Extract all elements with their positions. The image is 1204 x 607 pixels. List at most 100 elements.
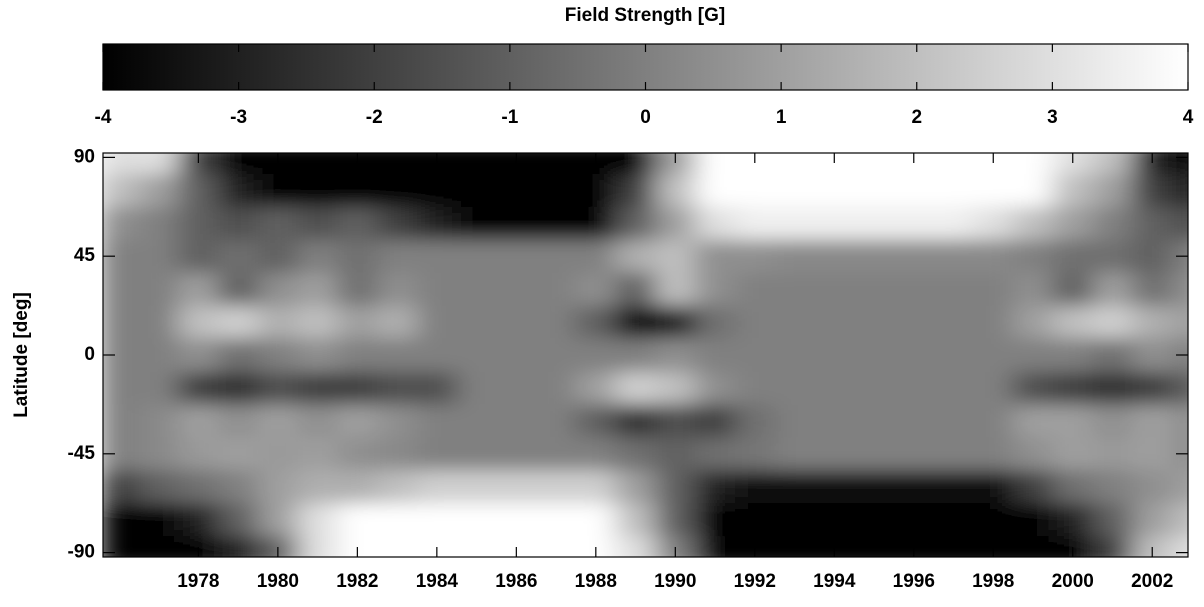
heatmap-cell xyxy=(973,206,1014,241)
heatmap-cell xyxy=(218,153,259,175)
heatmap-cell xyxy=(178,305,219,340)
heatmap-cell xyxy=(1092,371,1133,405)
heatmap-cell xyxy=(377,437,418,471)
heatmap-cell xyxy=(456,503,497,537)
heatmap-cell xyxy=(1052,338,1094,372)
heatmap-cell xyxy=(615,305,656,340)
heatmap-cell xyxy=(1132,536,1173,557)
y-tick-label: 45 xyxy=(74,245,96,266)
colorbar-tick-label: 3 xyxy=(1047,107,1058,128)
heatmap-cell xyxy=(695,305,736,340)
heatmap-cell xyxy=(178,503,219,537)
heatmap-cell xyxy=(178,536,219,557)
heatmap-cell xyxy=(297,437,338,471)
heatmap-cell xyxy=(933,272,974,307)
heatmap-cell xyxy=(933,239,974,274)
heatmap-cell xyxy=(536,371,577,405)
heatmap-cell xyxy=(933,305,974,340)
heatmap-cell xyxy=(1132,305,1173,340)
heatmap-cell xyxy=(536,404,577,438)
heatmap-cell xyxy=(258,371,299,405)
heatmap-cell xyxy=(893,503,935,537)
heatmap-cell xyxy=(1172,371,1188,405)
heatmap-cell xyxy=(103,272,140,307)
heatmap-cell xyxy=(178,206,219,241)
heatmap-cell xyxy=(1013,503,1054,537)
heatmap-cell xyxy=(456,206,497,241)
x-tick-label: 1992 xyxy=(734,571,776,592)
heatmap-cell xyxy=(496,470,537,504)
heatmap-cell xyxy=(1013,305,1054,340)
heatmap-cell xyxy=(695,437,736,471)
heatmap-cell xyxy=(854,536,895,557)
heatmap-cell xyxy=(1132,437,1173,471)
heatmap-cell xyxy=(1013,404,1054,438)
heatmap-cell xyxy=(1052,536,1094,557)
heatmap-cell xyxy=(218,338,259,372)
heatmap-cell xyxy=(258,338,299,372)
heatmap-cell xyxy=(1132,404,1173,438)
heatmap-cell xyxy=(536,437,577,471)
heatmap-cell xyxy=(416,239,458,274)
heatmap-cell xyxy=(138,305,180,340)
heatmap-cell xyxy=(416,404,458,438)
heatmap-cell xyxy=(774,173,815,208)
heatmap-cell xyxy=(615,153,656,175)
heatmap-cell xyxy=(893,305,935,340)
heatmap-cell xyxy=(496,404,537,438)
heatmap-cell xyxy=(734,206,776,241)
colorbar-title: Field Strength [G] xyxy=(565,5,725,26)
heatmap-cell xyxy=(496,305,537,340)
heatmap-cell xyxy=(496,536,537,557)
heatmap-cell xyxy=(893,371,935,405)
heatmap-cell xyxy=(377,536,418,557)
heatmap-cell xyxy=(1013,239,1054,274)
x-tick-label: 1982 xyxy=(336,571,378,592)
heatmap-cell xyxy=(337,437,378,471)
heatmap-cell xyxy=(575,503,617,537)
heatmap-cell xyxy=(218,503,259,537)
heatmap-cell xyxy=(218,305,259,340)
heatmap-cell xyxy=(456,153,497,175)
heatmap-cell xyxy=(734,536,776,557)
plot-area xyxy=(103,153,1188,557)
heatmap-cell xyxy=(297,536,338,557)
heatmap-cell xyxy=(615,206,656,241)
heatmap-cell xyxy=(456,437,497,471)
heatmap-cell xyxy=(615,173,656,208)
heatmap-cell xyxy=(337,470,378,504)
heatmap-cell xyxy=(655,173,696,208)
heatmap-cell xyxy=(178,338,219,372)
heatmap-cell xyxy=(655,153,696,175)
heatmap-cell xyxy=(218,437,259,471)
heatmap-cell xyxy=(1052,272,1094,307)
heatmap-cell xyxy=(258,173,299,208)
heatmap-cell xyxy=(536,338,577,372)
heatmap-cell xyxy=(297,338,338,372)
heatmap-cell xyxy=(695,536,736,557)
heatmap-cell xyxy=(416,153,458,175)
heatmap-cell xyxy=(655,437,696,471)
heatmap-cell xyxy=(814,437,855,471)
heatmap-cell xyxy=(138,153,180,175)
heatmap-cell xyxy=(695,173,736,208)
y-axis-label: Latitude [deg] xyxy=(11,292,32,418)
heatmap-cell xyxy=(337,206,378,241)
heatmap-cell xyxy=(258,404,299,438)
heatmap-cell xyxy=(655,470,696,504)
heatmap-cell xyxy=(774,536,815,557)
heatmap-cell xyxy=(138,206,180,241)
heatmap-cell xyxy=(377,338,418,372)
heatmap-cell xyxy=(258,437,299,471)
heatmap-cell xyxy=(695,206,736,241)
heatmap-cell xyxy=(258,272,299,307)
x-tick-label: 1986 xyxy=(495,571,537,592)
heatmap-cell xyxy=(416,536,458,557)
heatmap-cell xyxy=(1172,470,1188,504)
heatmap-cell xyxy=(1013,437,1054,471)
heatmap-cell xyxy=(1092,437,1133,471)
heatmap-cell xyxy=(297,305,338,340)
heatmap-cell xyxy=(854,272,895,307)
heatmap-cell xyxy=(575,272,617,307)
heatmap-cell xyxy=(138,173,180,208)
